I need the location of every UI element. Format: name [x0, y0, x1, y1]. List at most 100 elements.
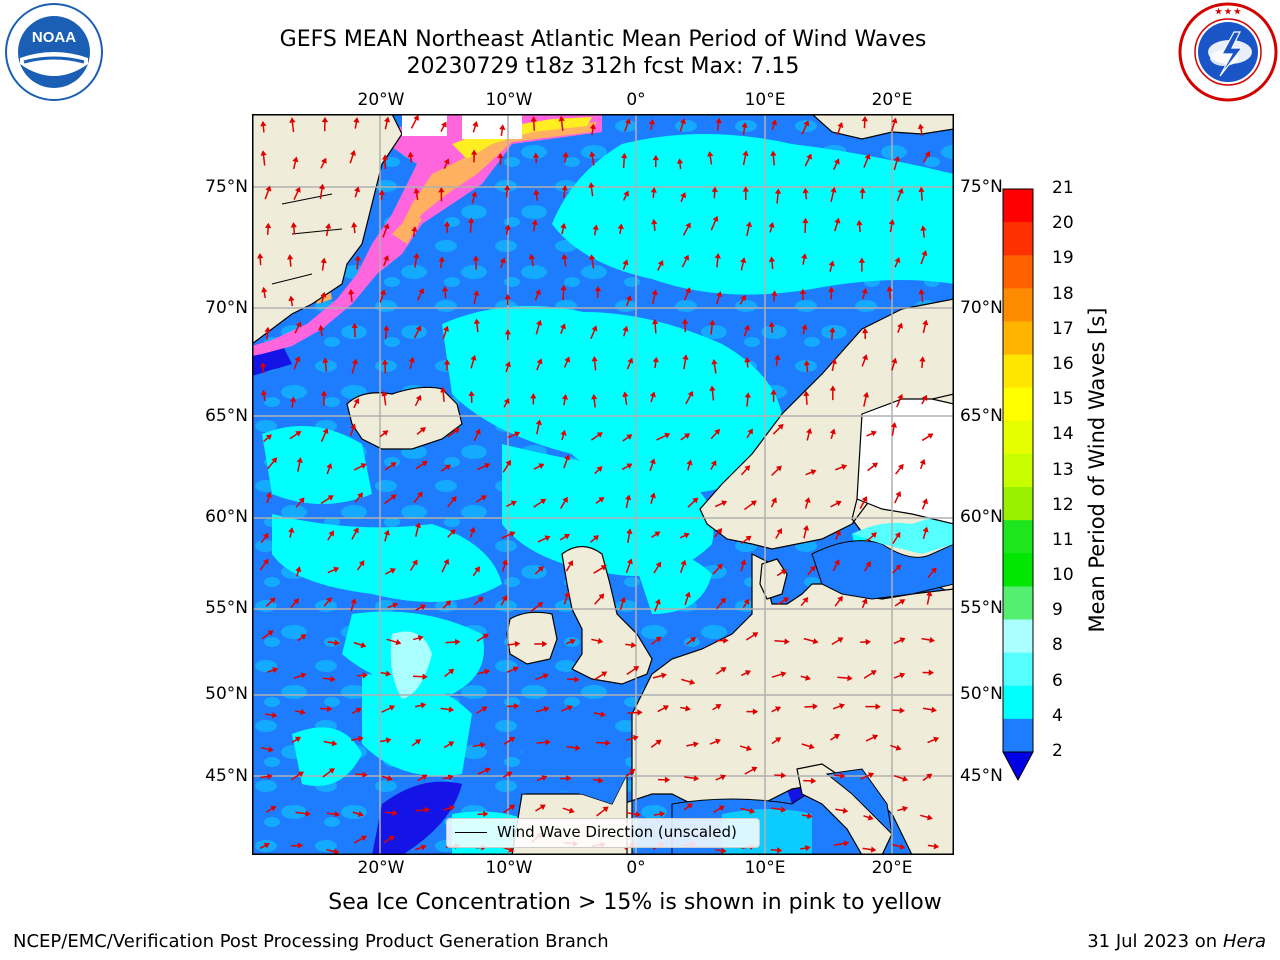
lat-label-right: 45°N — [960, 766, 1003, 786]
wind-wave-arrow-head — [438, 187, 445, 193]
wind-wave-arrow-head — [575, 744, 581, 751]
wind-wave-arrow-head — [649, 391, 656, 398]
wind-wave-arrow-head — [481, 706, 488, 712]
wind-wave-arrow-head — [558, 115, 565, 122]
wind-wave-arrow-head — [383, 325, 390, 331]
wind-wave-arrow-head — [742, 186, 749, 192]
wind-wave-arrow-head — [861, 598, 868, 605]
wind-wave-arrow-head — [870, 670, 877, 676]
lat-label-left: 70°N — [205, 298, 248, 318]
wind-wave-arrow-head — [806, 428, 813, 434]
wind-wave-arrow-head — [600, 565, 607, 571]
wind-wave-arrow-head — [886, 285, 893, 292]
lon-label-bottom: 0° — [626, 858, 646, 878]
wind-wave-arrow-head — [681, 318, 689, 324]
wind-wave-arrow-head — [662, 705, 669, 711]
colorbar-band — [1003, 553, 1033, 587]
wind-wave-arrow-head — [870, 532, 877, 539]
wind-wave-arrow-head — [535, 419, 542, 426]
wind-wave-arrow-head — [484, 668, 491, 675]
wind-wave-arrow-head — [420, 844, 427, 851]
wind-wave-arrow-head — [802, 524, 810, 531]
wind-wave-arrow-head — [928, 669, 934, 676]
wind-wave-arrow-head — [443, 221, 451, 227]
wind-wave-arrow-head — [842, 807, 849, 814]
lat-label-left: 45°N — [205, 766, 248, 786]
wind-wave-arrow-head — [448, 706, 455, 713]
wind-wave-arrow-head — [650, 187, 657, 193]
wind-wave-arrow-head — [637, 709, 643, 716]
wind-wave-arrow-head — [537, 566, 544, 572]
wind-wave-arrow-head — [388, 705, 396, 711]
colorbar-tick-label: 16 — [1052, 353, 1074, 374]
wind-wave-arrow-head — [596, 432, 603, 438]
wind-wave-arrow-head — [530, 393, 537, 399]
wind-wave-arrow-head — [484, 463, 491, 469]
wind-wave-arrow-head — [829, 385, 836, 391]
wind-wave-arrow-head — [597, 777, 604, 784]
wind-wave-arrow-head — [382, 430, 389, 436]
wind-wave-arrow-head — [468, 390, 475, 397]
wind-wave-arrow-head — [898, 463, 904, 470]
wind-wave-arrow-head — [413, 252, 420, 259]
colorbar-tick-label: 10 — [1052, 565, 1074, 586]
lat-label-left: 65°N — [205, 406, 248, 426]
wind-wave-arrow-head — [803, 120, 810, 127]
colorbar-tick-label: 9 — [1052, 600, 1063, 621]
wind-wave-arrow-head — [895, 744, 902, 751]
wind-wave-arrow-head — [899, 672, 906, 679]
wind-wave-arrow-head — [682, 354, 689, 360]
noaa-logo-text: NOAA — [32, 29, 76, 46]
wind-wave-arrow-head — [808, 743, 815, 750]
colorbar-band — [1003, 288, 1033, 322]
wind-wave-arrow-head — [271, 457, 278, 464]
wind-wave-arrow-head — [899, 599, 906, 605]
wind-wave-arrow-head — [328, 530, 334, 537]
wind-wave-arrow-head — [771, 119, 778, 126]
wind-wave-arrow-head — [322, 428, 329, 435]
wind-wave-arrow-head — [899, 843, 906, 850]
wind-wave-arrow-head — [482, 633, 489, 640]
wind-wave-arrow-head — [830, 186, 837, 193]
wind-wave-arrow-head — [354, 255, 361, 261]
wind-wave-arrow-head — [803, 360, 810, 366]
wind-wave-arrow-head — [810, 469, 817, 476]
svg-text:★ ★ ★: ★ ★ ★ — [1215, 7, 1242, 16]
wind-wave-arrow-head — [480, 495, 487, 501]
wind-wave-arrow-head — [350, 423, 357, 430]
sea-ice-footnote: Sea Ice Concentration > 15% is shown in … — [328, 890, 942, 915]
wind-wave-arrow-head — [834, 217, 841, 224]
wind-wave-arrow-head — [383, 116, 391, 123]
wind-wave-arrow-head — [664, 776, 671, 783]
lon-label-bottom: 20°W — [357, 858, 405, 878]
wind-wave-arrow-head — [835, 529, 841, 537]
wind-wave-arrow-head — [918, 186, 925, 193]
wind-wave-arrow-head — [721, 500, 728, 507]
wind-wave-arrow-head — [567, 560, 573, 567]
wind-wave-arrow-head — [740, 257, 747, 264]
wind-wave-arrow-head — [920, 225, 927, 231]
wind-wave-arrow-head — [919, 458, 926, 465]
wind-wave-arrow-head — [504, 224, 511, 231]
wind-wave-arrow-head — [272, 667, 279, 674]
wind-wave-arrow-head — [532, 152, 540, 159]
wind-wave-arrow-head — [330, 675, 336, 683]
wind-wave-arrow-head — [424, 806, 430, 814]
colorbar-tick-label: 6 — [1052, 670, 1063, 691]
wind-wave-arrow-head — [922, 319, 929, 326]
wind-wave-arrow-head — [750, 500, 757, 507]
wind-wave-arrow-head — [684, 591, 691, 598]
lat-label-right: 70°N — [960, 298, 1003, 318]
colorbar-band — [1003, 255, 1033, 289]
wind-wave-arrow-head — [297, 771, 304, 778]
wind-wave-arrow-head — [540, 498, 547, 505]
wind-wave-arrow-head — [804, 497, 811, 503]
wind-wave-arrow-head — [897, 322, 903, 329]
wind-wave-arrow-head — [438, 256, 445, 263]
wind-wave-arrow-head — [715, 117, 722, 124]
wind-wave-arrow-head — [683, 532, 690, 539]
wind-wave-arrow-head — [864, 153, 871, 160]
wind-wave-arrow-head — [268, 746, 274, 753]
wind-wave-arrow-head — [626, 558, 633, 565]
wind-wave-arrow-head — [861, 327, 869, 334]
